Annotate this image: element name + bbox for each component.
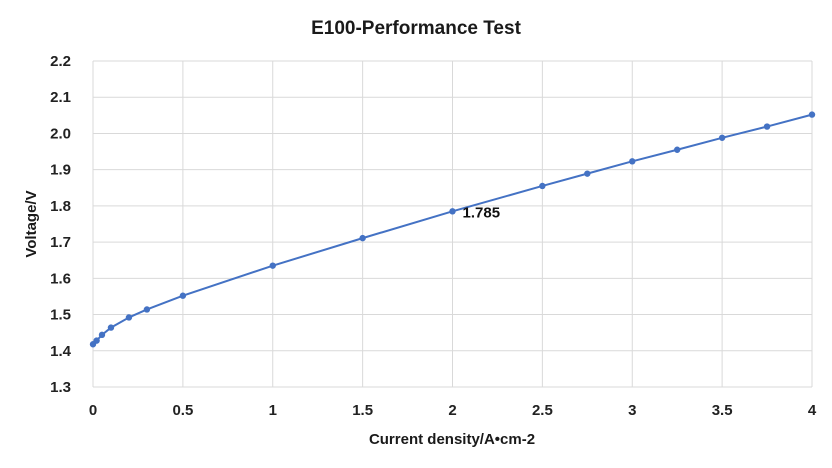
y-tick-label: 2.0 xyxy=(50,125,71,142)
y-tick-label: 1.3 xyxy=(50,379,71,396)
data-point xyxy=(673,146,681,153)
x-tick-label: 2.5 xyxy=(532,402,553,419)
y-tick-label: 1.4 xyxy=(50,343,72,360)
y-tick-label: 2.1 xyxy=(50,89,71,106)
data-point xyxy=(763,123,771,130)
y-tick-label: 2.2 xyxy=(50,53,71,70)
annotations: 1.785 xyxy=(463,204,501,221)
y-tick-label: 1.8 xyxy=(50,198,71,215)
data-point xyxy=(125,314,133,321)
x-tick-label: 0.5 xyxy=(172,402,193,419)
data-point xyxy=(93,337,100,344)
x-tick-label: 4 xyxy=(808,402,817,419)
data-point xyxy=(143,306,151,313)
x-axis-label: Current density/A•cm-2 xyxy=(369,431,535,448)
data-point xyxy=(449,208,456,215)
data-point xyxy=(629,158,636,165)
data-point xyxy=(584,170,591,177)
data-point xyxy=(107,324,115,331)
data-point xyxy=(179,292,187,299)
y-tick-label: 1.5 xyxy=(50,307,71,324)
x-tick-label: 1 xyxy=(269,402,277,419)
x-tick-label: 0 xyxy=(89,402,97,419)
x-tick-label: 3.5 xyxy=(712,402,733,419)
grid xyxy=(92,60,813,388)
data-point xyxy=(98,331,106,339)
y-tick-label: 1.7 xyxy=(50,234,71,251)
x-tick-label: 1.5 xyxy=(352,402,373,419)
x-axis-ticks: 0 0.5 1 1.5 2 2.5 3 3.5 4 xyxy=(89,402,817,419)
y-tick-label: 1.9 xyxy=(50,162,71,179)
data-point xyxy=(539,182,546,190)
data-point xyxy=(718,134,726,141)
y-tick-label: 1.6 xyxy=(50,270,71,287)
y-axis-ticks: 1.3 1.4 1.5 1.6 1.7 1.8 1.9 2.0 2.1 2.2 xyxy=(50,53,72,396)
x-tick-label: 2 xyxy=(448,402,456,419)
data-point xyxy=(359,234,366,242)
data-label: 1.785 xyxy=(463,204,501,221)
y-axis-label: Voltage/V xyxy=(23,190,40,257)
data-point xyxy=(808,111,816,118)
series xyxy=(89,111,816,348)
x-tick-label: 3 xyxy=(628,402,636,419)
chart-title: E100-Performance Test xyxy=(311,18,521,39)
data-point xyxy=(269,262,276,269)
